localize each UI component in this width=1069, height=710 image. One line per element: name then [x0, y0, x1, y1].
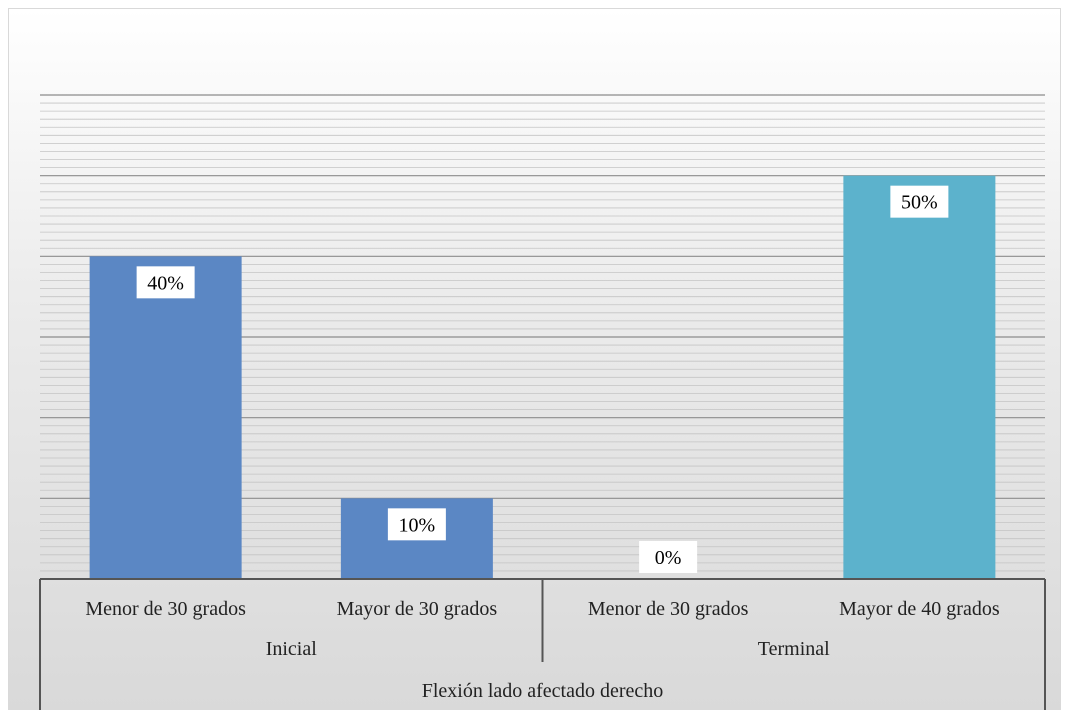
- bar: [89, 256, 242, 579]
- category-tick-label: Mayor de 40 grados: [839, 598, 1000, 620]
- data-label-box: [387, 508, 446, 541]
- group-label: Terminal: [758, 638, 830, 660]
- category-axis: Menor de 30 grados Mayor de 30 grados Meno…: [39, 578, 1046, 710]
- data-label: 0%: [655, 547, 682, 569]
- group-label: Inicial: [266, 638, 318, 660]
- data-label: 10%: [399, 514, 436, 536]
- bar: [843, 175, 996, 579]
- data-labels: 40% 10% 0% 50%: [136, 185, 949, 573]
- data-label-box: [136, 266, 195, 299]
- data-label-box: [639, 541, 698, 573]
- category-tick-label: Menor de 30 grados: [85, 598, 246, 620]
- category-tick-label: Menor de 30 grados: [588, 598, 749, 620]
- data-label: 50%: [901, 192, 938, 214]
- data-label-box: [890, 185, 949, 218]
- data-label: 40%: [147, 272, 184, 294]
- x-axis-title: Flexión lado afectado derecho: [422, 680, 664, 702]
- category-tick-label: Mayor de 30 grados: [337, 598, 498, 620]
